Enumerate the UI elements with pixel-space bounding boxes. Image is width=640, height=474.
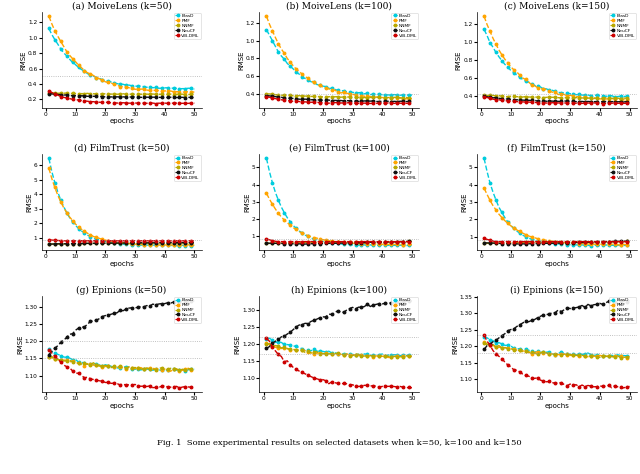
X-axis label: epochs: epochs (545, 261, 569, 266)
Title: (a) MoiveLens (k=50): (a) MoiveLens (k=50) (72, 1, 172, 10)
Y-axis label: RMSE: RMSE (461, 192, 467, 212)
Title: (h) Epinions (k=100): (h) Epinions (k=100) (291, 285, 387, 295)
Legend: BiasD, PMF, NNMF, NeuCF, VIB-DML: BiasD, PMF, NNMF, NeuCF, VIB-DML (174, 155, 201, 181)
Legend: BiasD, PMF, NNMF, NeuCF, VIB-DML: BiasD, PMF, NNMF, NeuCF, VIB-DML (609, 13, 636, 39)
Title: (e) FilmTrust (k=100): (e) FilmTrust (k=100) (289, 144, 390, 153)
Title: (g) Epinions (k=50): (g) Epinions (k=50) (76, 285, 167, 295)
Legend: BiasD, PMF, NNMF, NeuCF, VIB-DML: BiasD, PMF, NNMF, NeuCF, VIB-DML (609, 297, 636, 323)
Text: Fig. 1  Some experimental results on selected datasets when k=50, k=100 and k=15: Fig. 1 Some experimental results on sele… (157, 439, 522, 447)
X-axis label: epochs: epochs (109, 118, 134, 125)
Legend: BiasD, PMF, NNMF, NeuCF, VIB-DML: BiasD, PMF, NNMF, NeuCF, VIB-DML (392, 155, 419, 181)
Title: (b) MoiveLens (k=100): (b) MoiveLens (k=100) (286, 1, 392, 10)
Y-axis label: RMSE: RMSE (17, 335, 23, 354)
X-axis label: epochs: epochs (327, 261, 351, 266)
Y-axis label: RMSE: RMSE (452, 335, 458, 354)
X-axis label: epochs: epochs (545, 118, 569, 125)
Legend: BiasD, PMF, NNMF, NeuCF, VIB-DML: BiasD, PMF, NNMF, NeuCF, VIB-DML (392, 13, 419, 39)
Legend: BiasD, PMF, NNMF, NeuCF, VIB-DML: BiasD, PMF, NNMF, NeuCF, VIB-DML (392, 297, 419, 323)
Y-axis label: RMSE: RMSE (456, 50, 462, 70)
Y-axis label: RMSE: RMSE (244, 192, 250, 212)
Title: (i) Epinions (k=150): (i) Epinions (k=150) (510, 285, 604, 295)
Legend: BiasD, PMF, NNMF, NeuCF, VIB-DML: BiasD, PMF, NNMF, NeuCF, VIB-DML (174, 13, 201, 39)
Y-axis label: RMSE: RMSE (238, 50, 244, 70)
Title: (c) MoiveLens (k=150): (c) MoiveLens (k=150) (504, 1, 609, 10)
X-axis label: epochs: epochs (327, 403, 351, 409)
X-axis label: epochs: epochs (109, 261, 134, 266)
Legend: BiasD, PMF, NNMF, NeuCF, VIB-DML: BiasD, PMF, NNMF, NeuCF, VIB-DML (174, 297, 201, 323)
Y-axis label: RMSE: RMSE (26, 192, 32, 212)
X-axis label: epochs: epochs (327, 118, 351, 125)
Title: (f) FilmTrust (k=150): (f) FilmTrust (k=150) (508, 144, 606, 153)
Legend: BiasD, PMF, NNMF, NeuCF, VIB-DML: BiasD, PMF, NNMF, NeuCF, VIB-DML (609, 155, 636, 181)
X-axis label: epochs: epochs (109, 403, 134, 409)
Title: (d) FilmTrust (k=50): (d) FilmTrust (k=50) (74, 144, 170, 153)
Y-axis label: RMSE: RMSE (235, 335, 241, 354)
Y-axis label: RMSE: RMSE (20, 50, 27, 70)
X-axis label: epochs: epochs (545, 403, 569, 409)
